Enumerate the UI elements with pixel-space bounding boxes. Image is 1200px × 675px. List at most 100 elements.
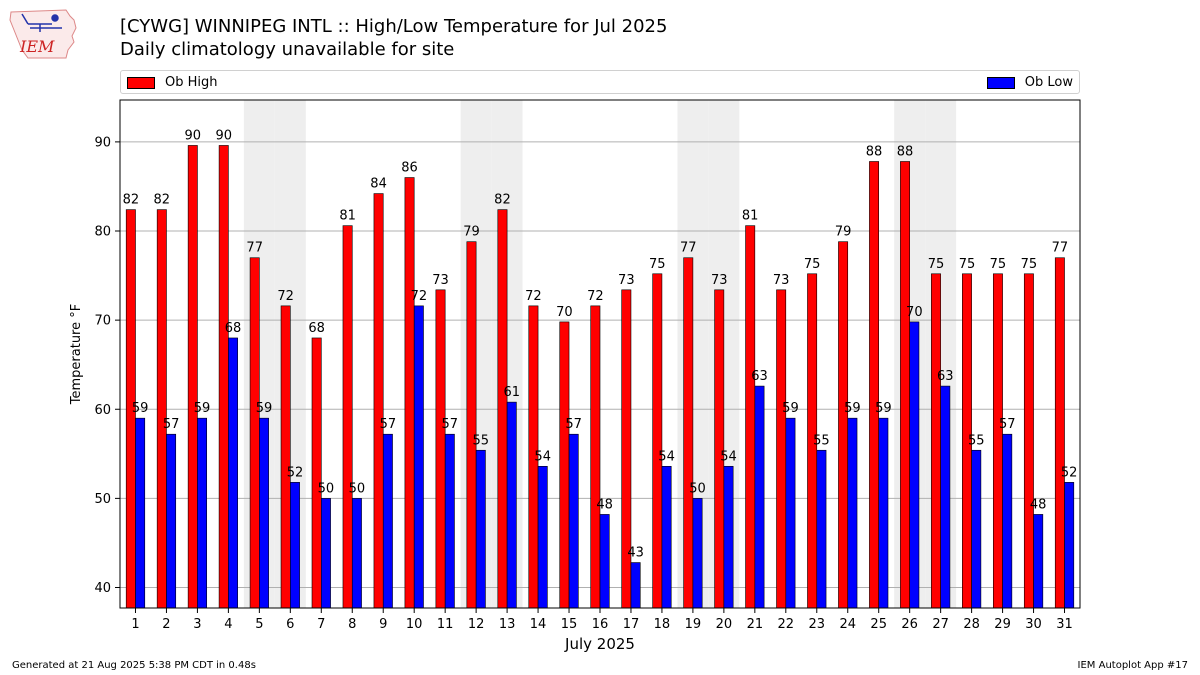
bar-high-29: [992, 273, 1003, 609]
footer-app: IEM Autoplot App #17: [1077, 660, 1188, 671]
bar-high-5: [249, 257, 260, 609]
bar-label-high-16: 72: [587, 289, 604, 304]
bar-label-high-1: 82: [123, 193, 140, 208]
bar-label-low-21: 63: [751, 369, 768, 384]
bar-low-9: [382, 433, 393, 609]
bar-low-8: [351, 498, 362, 609]
bar-low-22: [785, 417, 796, 609]
bar-label-low-25: 59: [875, 401, 892, 416]
bar-label-high-8: 81: [339, 209, 356, 224]
chart-title: [CYWG] WINNIPEG INTL :: High/Low Tempera…: [120, 16, 668, 37]
bar-label-low-29: 57: [999, 417, 1016, 432]
x-tick-label-9: 9: [379, 617, 387, 632]
x-tick-label-13: 13: [499, 617, 516, 632]
x-tick-label-23: 23: [809, 617, 826, 632]
bar-label-high-5: 77: [246, 241, 263, 256]
bar-high-9: [373, 193, 384, 609]
bar-low-7: [320, 498, 331, 609]
x-tick-label-11: 11: [437, 617, 454, 632]
bar-low-19: [692, 498, 703, 609]
bar-high-21: [745, 225, 756, 609]
bar-label-low-19: 50: [689, 481, 706, 496]
bar-high-2: [156, 209, 167, 609]
bar-high-4: [218, 145, 229, 609]
bar-low-27: [940, 385, 951, 609]
bar-labels: 82 82 90 90 77 72 68 81 84 86 73 79 82 72 70 72 73 75 77 73…: [123, 128, 1078, 560]
bar-label-low-31: 52: [1061, 465, 1078, 480]
bar-low-20: [723, 465, 734, 609]
bar-high-11: [435, 289, 446, 609]
logo-text: IEM: [19, 37, 55, 56]
bar-label-high-22: 73: [773, 273, 790, 288]
bar-high-3: [187, 145, 198, 609]
x-tick-label-27: 27: [932, 617, 949, 632]
bar-low-28: [971, 449, 982, 609]
bar-label-low-11: 57: [442, 417, 459, 432]
bar-high-22: [776, 289, 787, 609]
bar-low-24: [847, 417, 858, 609]
bar-label-low-10: 72: [411, 289, 428, 304]
bar-label-low-8: 50: [349, 481, 366, 496]
bar-label-low-17: 43: [627, 546, 644, 561]
y-axis: 40 50 60 70 80 90: [94, 135, 120, 596]
x-tick-label-5: 5: [255, 617, 263, 632]
bar-label-low-28: 55: [968, 433, 985, 448]
bar-label-high-10: 86: [401, 161, 418, 176]
bar-label-high-24: 79: [835, 225, 852, 240]
legend-item-low: Ob Low: [986, 75, 1073, 90]
x-tick-label-31: 31: [1056, 617, 1073, 632]
bar-label-high-3: 90: [185, 128, 202, 143]
bar-low-30: [1033, 514, 1044, 609]
bar-label-high-26: 88: [897, 144, 914, 159]
bar-low-25: [878, 417, 889, 609]
iem-logo: IEM: [9, 9, 77, 59]
bar-label-low-12: 55: [473, 433, 490, 448]
x-axis: 1 2 3 4 5 6 7 8 9 10 11 12 13 14 15 16 17 18 19 20 21 22 23 24 2…: [131, 608, 1073, 632]
bar-label-high-4: 90: [215, 128, 232, 143]
bar-high-18: [652, 273, 663, 609]
bar-label-high-2: 82: [154, 193, 171, 208]
bar-label-low-20: 54: [720, 449, 737, 464]
bar-high-24: [838, 241, 849, 609]
bar-low-1: [135, 417, 146, 609]
bar-low-17: [630, 562, 641, 609]
bar-low-13: [506, 401, 517, 609]
bar-label-low-15: 57: [565, 417, 582, 432]
bar-label-low-22: 59: [782, 401, 799, 416]
bar-high-26: [900, 161, 910, 609]
bar-high-15: [559, 321, 570, 609]
x-tick-label-21: 21: [747, 617, 764, 632]
bar-high-8: [342, 225, 353, 609]
bar-low-10: [413, 305, 424, 609]
bar-label-high-6: 72: [277, 289, 294, 304]
bar-label-low-14: 54: [534, 449, 551, 464]
y-axis-label: Temperature °F: [69, 304, 84, 405]
bar-low-18: [661, 465, 672, 609]
x-tick-label-1: 1: [131, 617, 139, 632]
legend-label-low: Ob Low: [1024, 75, 1073, 90]
x-tick-label-2: 2: [162, 617, 170, 632]
bar-high-12: [466, 241, 477, 609]
bar-low-31: [1064, 482, 1075, 609]
bar-high-31: [1054, 257, 1065, 609]
x-tick-label-14: 14: [530, 617, 547, 632]
bar-label-high-7: 68: [308, 321, 325, 336]
x-tick-label-25: 25: [870, 617, 887, 632]
bar-label-low-13: 61: [503, 385, 520, 400]
y-tick-label-90: 90: [94, 135, 111, 150]
bar-label-high-12: 79: [463, 225, 480, 240]
bar-label-high-17: 73: [618, 273, 635, 288]
bar-low-29: [1002, 433, 1013, 609]
x-axis-label: July 2025: [564, 635, 635, 653]
y-tick-label-60: 60: [94, 403, 111, 418]
bar-label-low-26: 70: [906, 305, 923, 320]
x-tick-label-16: 16: [592, 617, 609, 632]
bar-high-16: [590, 305, 601, 609]
bar-high-7: [311, 337, 322, 609]
bar-high-13: [497, 209, 508, 609]
bar-label-high-9: 84: [370, 177, 387, 192]
weather-station-icon: [21, 13, 62, 32]
x-tick-label-7: 7: [317, 617, 325, 632]
footer-generated: Generated at 21 Aug 2025 5:38 PM CDT in …: [12, 660, 256, 671]
